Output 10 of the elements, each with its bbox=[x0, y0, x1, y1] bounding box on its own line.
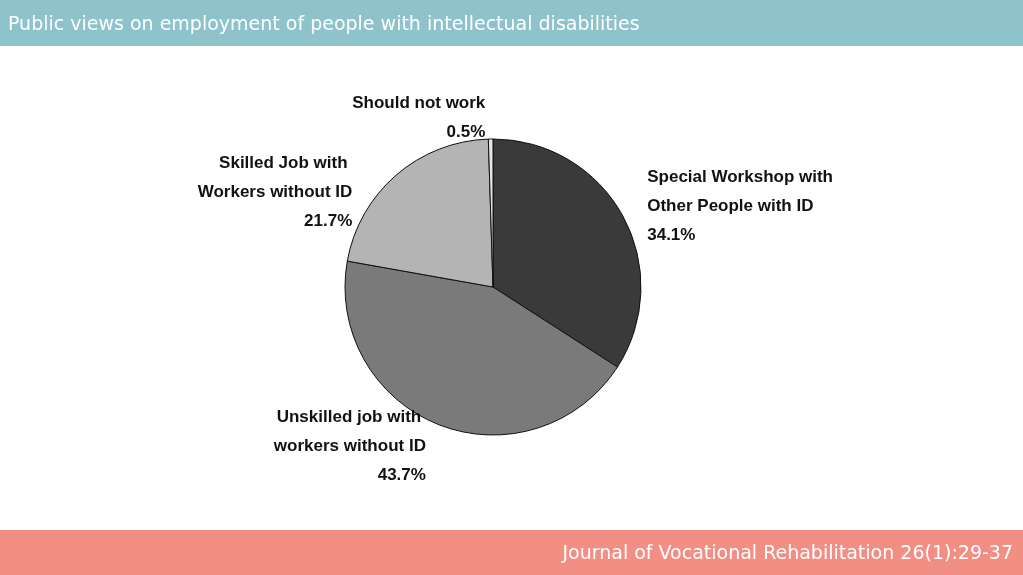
data-label: 34.1% bbox=[647, 225, 696, 245]
text: Journal of Vocational Rehabilitation 26(1):29-37 bbox=[0, 530, 1023, 575]
data-label: 0.5% bbox=[446, 122, 486, 142]
slice-label: Unskilled job with workers without ID bbox=[272, 406, 426, 455]
chart-title: Public views on employment of people with intellectual disabilities bbox=[0, 0, 1023, 46]
data-label: 43.7% bbox=[377, 464, 426, 484]
data-label: 21.7% bbox=[304, 211, 353, 231]
slice-label: Special Workshop with Other People with ID bbox=[647, 167, 838, 216]
slice-label: Skilled Job with Workers without ID bbox=[197, 153, 353, 202]
slice-label: Should not work bbox=[352, 93, 486, 113]
